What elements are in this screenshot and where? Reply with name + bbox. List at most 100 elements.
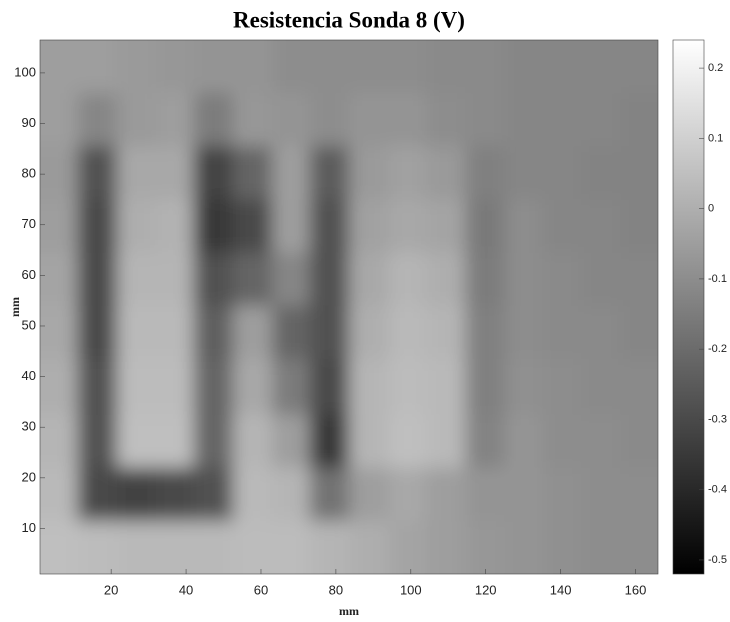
heatmap-cell (193, 252, 234, 307)
heatmap-cell (388, 358, 427, 416)
heatmap-cell (232, 467, 273, 522)
heatmap-cell (272, 358, 311, 416)
heatmap-cell (425, 252, 466, 307)
heatmap-cell (116, 199, 157, 254)
heatmap-cell (620, 40, 658, 94)
heatmap-cell (232, 199, 273, 254)
heatmap-cell (309, 252, 350, 307)
heatmap-cell (465, 199, 505, 254)
y-tick-label: 100 (14, 64, 36, 79)
heatmap-cell (349, 40, 389, 94)
heatmap-cell (425, 146, 466, 200)
heatmap-cell (620, 146, 658, 200)
heatmap-cell (193, 467, 234, 522)
heatmap-cell (465, 40, 505, 94)
colorbar-tick-label: 0 (708, 203, 714, 215)
heatmap-cell (504, 358, 543, 416)
heatmap-cell (541, 358, 582, 416)
heatmap-cell (272, 146, 311, 200)
heatmap-cell (388, 520, 427, 574)
heatmap-cell (40, 414, 78, 469)
heatmap-cell (388, 40, 427, 94)
heatmap-cell (504, 199, 543, 254)
heatmap-cell (232, 93, 273, 147)
heatmap-cell (581, 467, 622, 522)
y-tick-label: 10 (22, 520, 36, 535)
colorbar-tick-label: 0.2 (708, 62, 723, 74)
heatmap-cell (309, 467, 350, 522)
heatmap-cell (40, 520, 78, 574)
y-tick-label: 60 (22, 267, 36, 282)
heatmap-cell (504, 520, 543, 574)
heatmap-cell (465, 305, 505, 360)
heatmap-cell (156, 252, 195, 307)
heatmap-cell (116, 146, 157, 200)
heatmap-cell (309, 146, 350, 200)
heatmap-cell (309, 40, 350, 94)
chart-title: Resistencia Sonda 8 (V) (233, 7, 465, 32)
heatmap-cell (40, 40, 78, 94)
heatmap-cell (349, 414, 389, 469)
heatmap-cell (272, 414, 311, 469)
colorbar-tick-label: -0.3 (708, 413, 727, 425)
heatmap-cell (465, 252, 505, 307)
heatmap-cell (504, 146, 543, 200)
heatmap-cell (272, 305, 311, 360)
heatmap-cell (541, 414, 582, 469)
heatmap-cell (116, 520, 157, 574)
heatmap-cell (349, 467, 389, 522)
heatmap-cell (465, 467, 505, 522)
heatmap-cell (541, 199, 582, 254)
heatmap-cell (116, 40, 157, 94)
heatmap-cell (193, 199, 234, 254)
heatmap-cell (388, 199, 427, 254)
heatmap-cell (156, 40, 195, 94)
x-tick-label: 40 (179, 582, 193, 597)
heatmap-cell (193, 40, 234, 94)
heatmap-cell (77, 40, 118, 94)
heatmap-cell (156, 93, 195, 147)
heatmap-cell (116, 467, 157, 522)
heatmap-cell (77, 467, 118, 522)
x-axis-label: mm (339, 604, 359, 618)
heatmap-cell (620, 520, 658, 574)
heatmap-cell (77, 199, 118, 254)
heatmap-cell (272, 93, 311, 147)
heatmap-cell (465, 414, 505, 469)
heatmap-cell (541, 93, 582, 147)
y-tick-label: 90 (22, 115, 36, 130)
heatmap-cell (77, 252, 118, 307)
heatmap-cell (581, 146, 622, 200)
heatmap-cell (349, 358, 389, 416)
heatmap-cell (620, 305, 658, 360)
heatmap-cell (193, 146, 234, 200)
heatmap-cell (193, 93, 234, 147)
heatmap-cell (272, 252, 311, 307)
colorbar (672, 39, 705, 575)
x-tick-label: 140 (550, 582, 572, 597)
heatmap-cell (116, 305, 157, 360)
heatmap-cell (504, 252, 543, 307)
heatmap-cell (349, 146, 389, 200)
heatmap-cell (581, 93, 622, 147)
heatmap-cell (541, 520, 582, 574)
heatmap-cell (156, 520, 195, 574)
heatmap-cell (156, 414, 195, 469)
heatmap-cell (425, 199, 466, 254)
heatmap-cell (309, 199, 350, 254)
heatmap-cell (156, 305, 195, 360)
heatmap-cell (156, 146, 195, 200)
heatmap-cell (156, 199, 195, 254)
heatmap-cell (388, 467, 427, 522)
heatmap-cell (77, 93, 118, 147)
heatmap-cell (40, 93, 78, 147)
heatmap-cell (272, 520, 311, 574)
heatmap-cell (232, 358, 273, 416)
heatmap-cell (425, 40, 466, 94)
heatmap-cell (465, 520, 505, 574)
y-axis-label: mm (8, 297, 22, 317)
y-tick-label: 30 (22, 419, 36, 434)
heatmap-cell (193, 414, 234, 469)
heatmap-cell (193, 305, 234, 360)
